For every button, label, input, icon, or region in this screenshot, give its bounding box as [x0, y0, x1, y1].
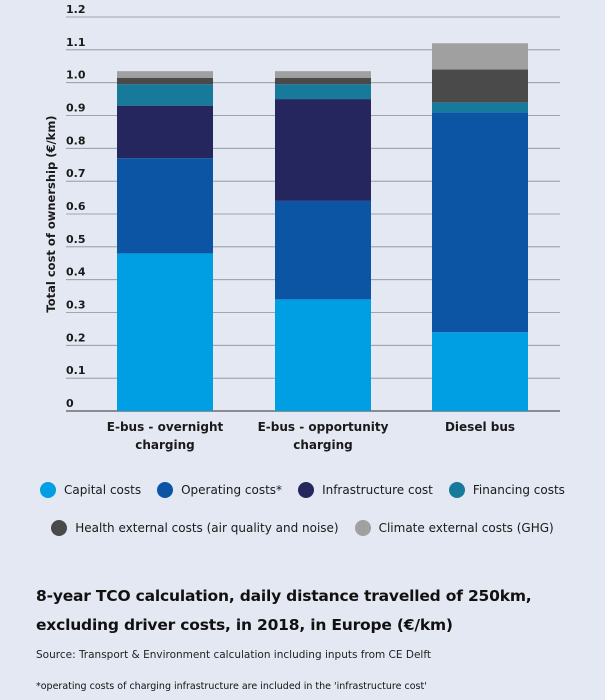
y-tick-label: 0.6: [66, 200, 86, 213]
legend-item: Financing costs: [448, 482, 565, 498]
bar-segment: [275, 200, 371, 300]
legend-item: Infrastructure cost: [298, 482, 433, 498]
x-category-label: E-bus - opportunity: [258, 420, 389, 434]
y-axis-title: Total cost of ownership (€/km): [44, 115, 58, 312]
y-tick-label: 0: [66, 397, 74, 410]
x-category-label: E-bus - overnight: [107, 420, 224, 434]
bar-segment: [117, 84, 213, 106]
y-tick-label: 0.9: [66, 102, 86, 115]
x-category-label: Diesel bus: [445, 420, 515, 434]
legend-item: Operating costs*: [157, 482, 282, 498]
bar-segment: [275, 299, 371, 411]
chart-source: Source: Transport & Environment calculat…: [36, 649, 431, 661]
legend-label: Capital costs: [64, 483, 142, 497]
stacked-bar-chart: 0 0.1 0.2 0.3 0.4 0.5 0.6 0.7 0.8 0.9 1.0 1.1 1.2 E-…: [44, 3, 560, 452]
bar-segment: [432, 332, 528, 411]
legend-label: Health external costs (air quality and n…: [75, 521, 339, 535]
chart-footnote: *operating costs of charging infrastruct…: [36, 681, 427, 692]
legend-item: Health external costs (air quality and n…: [51, 520, 339, 536]
y-tick-label: 0.7: [66, 167, 86, 180]
y-tick-label: 0.4: [66, 266, 86, 279]
legend-label: Operating costs*: [181, 483, 283, 497]
y-tick-label: 1.1: [66, 36, 86, 49]
y-tick-label: 0.5: [66, 233, 86, 246]
y-tick-labels: 0 0.1 0.2 0.3 0.4 0.5 0.6 0.7 0.8 0.9 1.0 1.1 1.2: [66, 3, 86, 410]
legend-swatch: [298, 482, 315, 498]
bar-segment: [117, 71, 213, 78]
bar-segment: [432, 102, 528, 113]
legend-item: Climate external costs (GHG): [354, 520, 554, 536]
legend-swatch: [157, 482, 174, 498]
bar-layer: [117, 43, 528, 411]
y-tick-label: 1.2: [66, 3, 86, 16]
bar-segment: [432, 112, 528, 333]
legend-label: Climate external costs (GHG): [378, 521, 554, 535]
y-tick-label: 1.0: [66, 69, 86, 82]
bar-segment: [275, 99, 371, 201]
legend-label: Financing costs: [472, 483, 565, 497]
legend-swatch: [354, 520, 371, 536]
bar-segment: [117, 77, 213, 85]
legend-item: Capital costs: [40, 482, 141, 498]
legend-row-2: Health external costs (air quality and n…: [0, 520, 605, 536]
x-category-labels: E-bus - overnight charging E-bus - opportu…: [107, 420, 515, 452]
legend-swatch: [51, 520, 68, 536]
legend-row-1: Capital costs Operating costs* Infrastruct…: [0, 482, 605, 498]
legend-swatch: [40, 482, 57, 498]
legend-swatch: [448, 482, 465, 498]
y-tick-label: 0.3: [66, 299, 86, 312]
x-category-label: charging: [293, 438, 353, 452]
chart-caption-title: 8-year TCO calculation, daily distance t…: [36, 587, 532, 634]
bar-segment: [117, 158, 213, 254]
legend-label: Infrastructure cost: [322, 483, 433, 497]
bar-segment: [275, 84, 371, 100]
bar-segment: [432, 43, 528, 70]
y-tick-label: 0.8: [66, 134, 86, 147]
y-tick-label: 0.2: [66, 331, 86, 344]
bar-segment: [275, 71, 371, 78]
bar-segment: [432, 69, 528, 103]
bar-segment: [275, 77, 371, 85]
y-tick-label: 0.1: [66, 364, 86, 377]
bar-segment: [117, 105, 213, 159]
bar-segment: [117, 253, 213, 411]
x-category-label: charging: [135, 438, 195, 452]
